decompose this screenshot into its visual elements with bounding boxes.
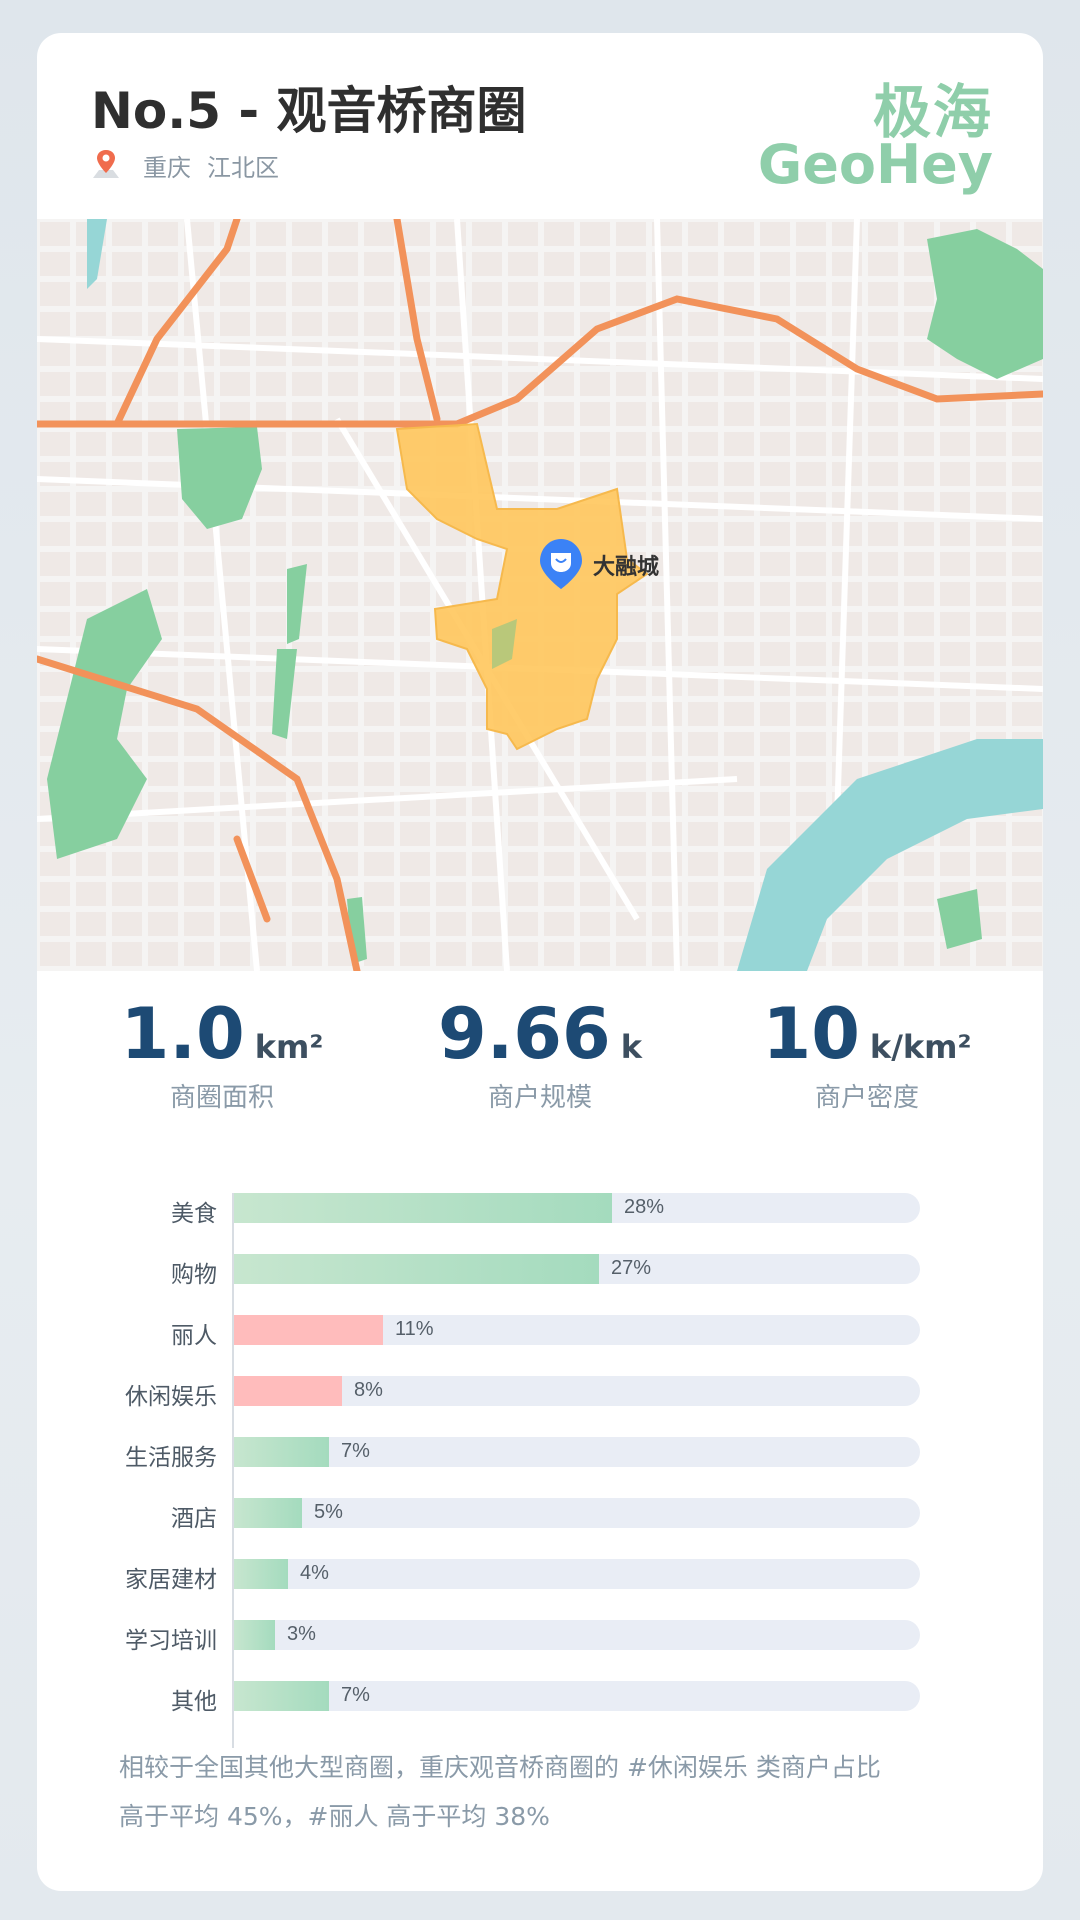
page-title: No.5 - 观音桥商圈 (91, 82, 527, 140)
location-city: 重庆 (143, 153, 191, 182)
chart-bar (234, 1681, 329, 1711)
stat-area-value: 1.0 (120, 993, 245, 1075)
business-area-park (492, 619, 517, 669)
stat-density-label: 商户密度 (814, 1083, 919, 1113)
chart-axis-line (232, 1193, 234, 1748)
chart-category-label: 购物 (171, 1262, 217, 1288)
chart-bar (234, 1315, 383, 1345)
chart-bar (234, 1193, 612, 1223)
chart-bar (234, 1498, 302, 1528)
chart-bar (234, 1254, 599, 1284)
stat-merchants-unit: k (620, 1028, 642, 1066)
chart-bar-track (234, 1437, 920, 1467)
chart-value-label: 8% (354, 1379, 383, 1401)
chart-category-label: 美食 (171, 1201, 217, 1227)
chart-category-label: 其他 (171, 1689, 217, 1715)
summary-line-2: 高于平均 45%，#丽人 高于平均 38% (119, 1802, 550, 1831)
chart-bar (234, 1376, 342, 1406)
chart-bar-track (234, 1498, 920, 1528)
map-canvas: 大融城 (37, 219, 1043, 971)
brand-logo-cn: 极海 (872, 78, 993, 146)
chart-value-label: 5% (314, 1501, 343, 1523)
stat-density-value-row: 10 k/km² (727, 993, 1007, 1075)
location-district: 江北区 (207, 153, 279, 182)
stat-merchants-label: 商户规模 (487, 1083, 592, 1113)
chart-bar-track (234, 1681, 920, 1711)
category-bar-chart: 美食 28% 购物 27% 丽人 11% 休闲娱乐 8% 生活服务 7% 酒店 5% 家居建材 4% 学习培… (37, 1153, 1043, 1753)
summary-text: 相较于全国其他大型商圈，重庆观音桥商圈的 #休闲娱乐 类商户占比 高于平均 45… (119, 1743, 979, 1841)
location-pin-icon (93, 150, 119, 178)
chart-value-label: 28% (624, 1196, 665, 1218)
chart-value-label: 3% (287, 1623, 316, 1645)
map-view[interactable]: 大融城 (37, 219, 1043, 971)
stat-density: 10 k/km² 商户密度 (727, 993, 1007, 1114)
stat-merchants-value: 9.66 (438, 993, 611, 1075)
chart-category-label: 酒店 (171, 1506, 217, 1532)
highways (37, 219, 1043, 971)
park-areas (47, 229, 1043, 964)
location: 重庆 江北区 (91, 145, 295, 185)
stat-merchants-value-row: 9.66 k (405, 993, 675, 1075)
stat-density-value: 10 (762, 993, 860, 1075)
stat-area-value-row: 1.0 km² (87, 993, 357, 1075)
chart-category-label: 丽人 (171, 1323, 217, 1349)
chart-category-label: 家居建材 (125, 1567, 217, 1593)
chart-value-label: 11% (395, 1318, 434, 1340)
stat-density-unit: k/km² (869, 1028, 972, 1066)
chart-bar-track (234, 1620, 920, 1650)
chart-bar (234, 1620, 275, 1650)
chart-bar-track (234, 1376, 920, 1406)
chart-bar (234, 1559, 288, 1589)
poi-marker-icon[interactable] (540, 539, 582, 589)
summary-line-1: 相较于全国其他大型商圈，重庆观音桥商圈的 #休闲娱乐 类商户占比 (119, 1753, 881, 1782)
chart-category-label: 生活服务 (125, 1445, 217, 1471)
chart-value-label: 7% (341, 1440, 370, 1462)
brand-logo-en: GeoHey (757, 133, 993, 196)
chart-bar (234, 1437, 329, 1467)
chart-value-label: 27% (611, 1257, 652, 1279)
chart-category-label: 休闲娱乐 (125, 1384, 217, 1410)
stat-area-label: 商圈面积 (169, 1083, 274, 1113)
chart-value-label: 7% (341, 1684, 370, 1706)
river (87, 219, 1043, 971)
poi-label: 大融城 (593, 554, 659, 580)
chart-bar-track (234, 1559, 920, 1589)
stat-area: 1.0 km² 商圈面积 (87, 993, 357, 1114)
stat-merchants: 9.66 k 商户规模 (405, 993, 675, 1114)
stat-area-unit: km² (254, 1028, 324, 1066)
card: No.5 - 观音桥商圈 重庆 江北区 极海 GeoHey (37, 33, 1043, 1891)
chart-value-label: 4% (300, 1562, 329, 1584)
stats-row: 1.0 km² 商圈面积 9.66 k 商户规模 10 k/km² 商户密度 (37, 993, 1043, 1153)
header: No.5 - 观音桥商圈 重庆 江北区 极海 GeoHey (37, 33, 1043, 219)
business-area (395, 422, 649, 751)
chart-category-label: 学习培训 (125, 1628, 217, 1654)
